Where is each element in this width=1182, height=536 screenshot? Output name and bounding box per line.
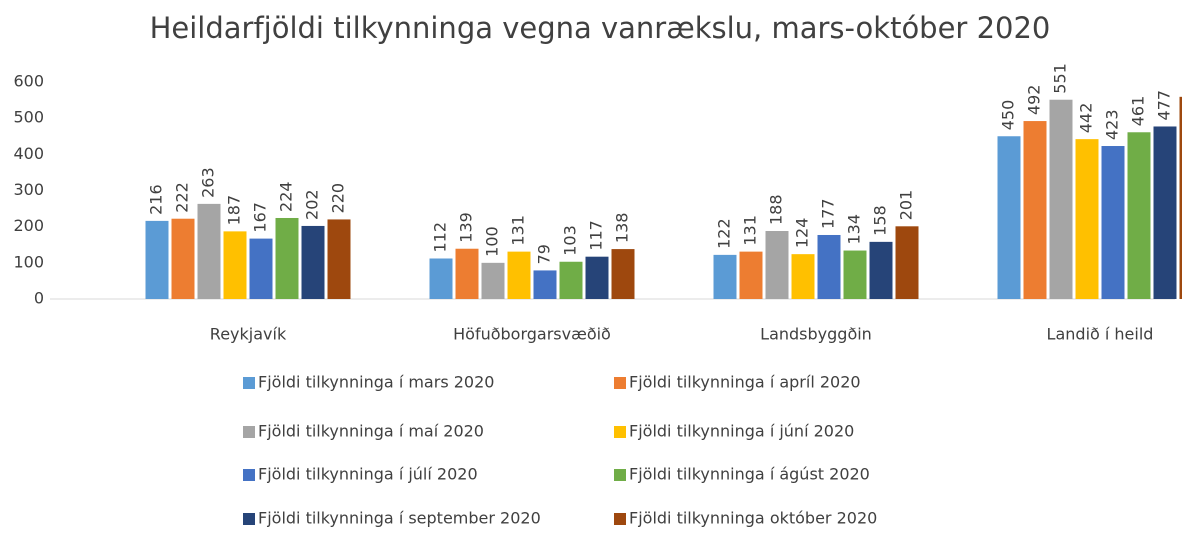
bar xyxy=(612,249,635,299)
legend-label: Fjöldi tilkynninga í ágúst 2020 xyxy=(629,465,870,484)
value-label: 131 xyxy=(509,215,528,246)
bar xyxy=(250,239,273,299)
legend-label: Fjöldi tilkynninga í september 2020 xyxy=(258,509,541,528)
legend-label: Fjöldi tilkynninga í júní 2020 xyxy=(629,422,854,441)
legend-label: Fjöldi tilkynninga í júlí 2020 xyxy=(258,465,478,484)
value-label: 188 xyxy=(767,194,786,225)
bar xyxy=(1050,100,1073,299)
value-label: 224 xyxy=(277,181,296,212)
value-label: 187 xyxy=(225,195,244,226)
value-label: 134 xyxy=(845,214,864,245)
value-label: 220 xyxy=(329,183,348,214)
legend-label: Fjöldi tilkynninga í mars 2020 xyxy=(258,373,494,392)
bar xyxy=(430,258,453,299)
legend-label: Fjöldi tilkynninga október 2020 xyxy=(629,509,877,528)
bar xyxy=(896,226,919,299)
bar xyxy=(740,252,763,299)
bar xyxy=(792,254,815,299)
value-label: 201 xyxy=(897,190,916,221)
bar xyxy=(998,136,1021,299)
value-label: 167 xyxy=(251,202,270,233)
bar xyxy=(1102,146,1125,299)
x-tick-label: Landsbyggðin xyxy=(760,325,872,344)
bar xyxy=(198,204,221,299)
legend-swatch xyxy=(614,513,626,525)
bar xyxy=(508,252,531,299)
bar xyxy=(870,242,893,299)
value-label: 131 xyxy=(741,215,760,246)
bar xyxy=(482,263,505,299)
value-label: 177 xyxy=(819,198,838,229)
y-tick-label: 0 xyxy=(34,289,44,308)
legend-swatch xyxy=(243,426,255,438)
value-label: 442 xyxy=(1077,103,1096,134)
value-label: 202 xyxy=(303,189,322,220)
y-tick-label: 500 xyxy=(13,108,44,127)
legend-swatch xyxy=(243,377,255,389)
bar xyxy=(714,255,737,299)
bar xyxy=(276,218,299,299)
legend-swatch xyxy=(243,513,255,525)
value-label: 112 xyxy=(431,222,450,253)
value-label: 100 xyxy=(483,226,502,257)
legend-swatch xyxy=(614,377,626,389)
bar xyxy=(560,262,583,299)
value-label: 216 xyxy=(147,184,166,215)
bar xyxy=(1024,121,1047,299)
y-tick-label: 600 xyxy=(13,72,44,91)
y-tick-label: 200 xyxy=(13,216,44,235)
bar xyxy=(844,251,867,299)
bar xyxy=(302,226,325,299)
bar xyxy=(224,231,247,299)
bar xyxy=(818,235,841,299)
chart-title: Heildarfjöldi tilkynninga vegna vanræksl… xyxy=(150,11,1051,45)
bar xyxy=(534,270,557,299)
x-tick-label: Landið í heild xyxy=(1047,325,1154,344)
y-tick-label: 300 xyxy=(13,180,44,199)
value-label: 138 xyxy=(613,213,632,244)
bar xyxy=(172,219,195,299)
value-label: 450 xyxy=(999,100,1018,131)
value-label: 139 xyxy=(457,212,476,243)
bar xyxy=(456,249,479,299)
value-label: 551 xyxy=(1051,63,1070,94)
value-label: 117 xyxy=(587,220,606,251)
bar xyxy=(328,219,351,299)
bar xyxy=(1128,132,1151,299)
legend-label: Fjöldi tilkynninga í apríl 2020 xyxy=(629,373,861,392)
y-tick-label: 100 xyxy=(13,252,44,271)
legend-swatch xyxy=(243,469,255,481)
value-label: 122 xyxy=(715,218,734,249)
x-tick-label: Reykjavík xyxy=(210,325,287,344)
value-label: 124 xyxy=(793,218,812,249)
bar xyxy=(766,231,789,299)
value-label: 263 xyxy=(199,167,218,198)
value-label: 222 xyxy=(173,182,192,213)
value-label: 423 xyxy=(1103,109,1122,140)
y-tick-label: 400 xyxy=(13,144,44,163)
value-label: 461 xyxy=(1129,96,1148,127)
bar xyxy=(586,257,609,299)
value-label: 492 xyxy=(1025,85,1044,116)
value-label: 158 xyxy=(871,205,890,236)
x-tick-label: Höfuðborgarsvæðið xyxy=(453,325,611,344)
legend-swatch xyxy=(614,469,626,481)
legend-swatch xyxy=(614,426,626,438)
bar xyxy=(1076,139,1099,299)
legend-label: Fjöldi tilkynninga í maí 2020 xyxy=(258,422,484,441)
bar xyxy=(1154,126,1177,299)
value-label: 79 xyxy=(535,244,554,264)
value-label: 103 xyxy=(561,225,580,256)
bar xyxy=(146,221,169,299)
value-label: 477 xyxy=(1155,90,1174,121)
